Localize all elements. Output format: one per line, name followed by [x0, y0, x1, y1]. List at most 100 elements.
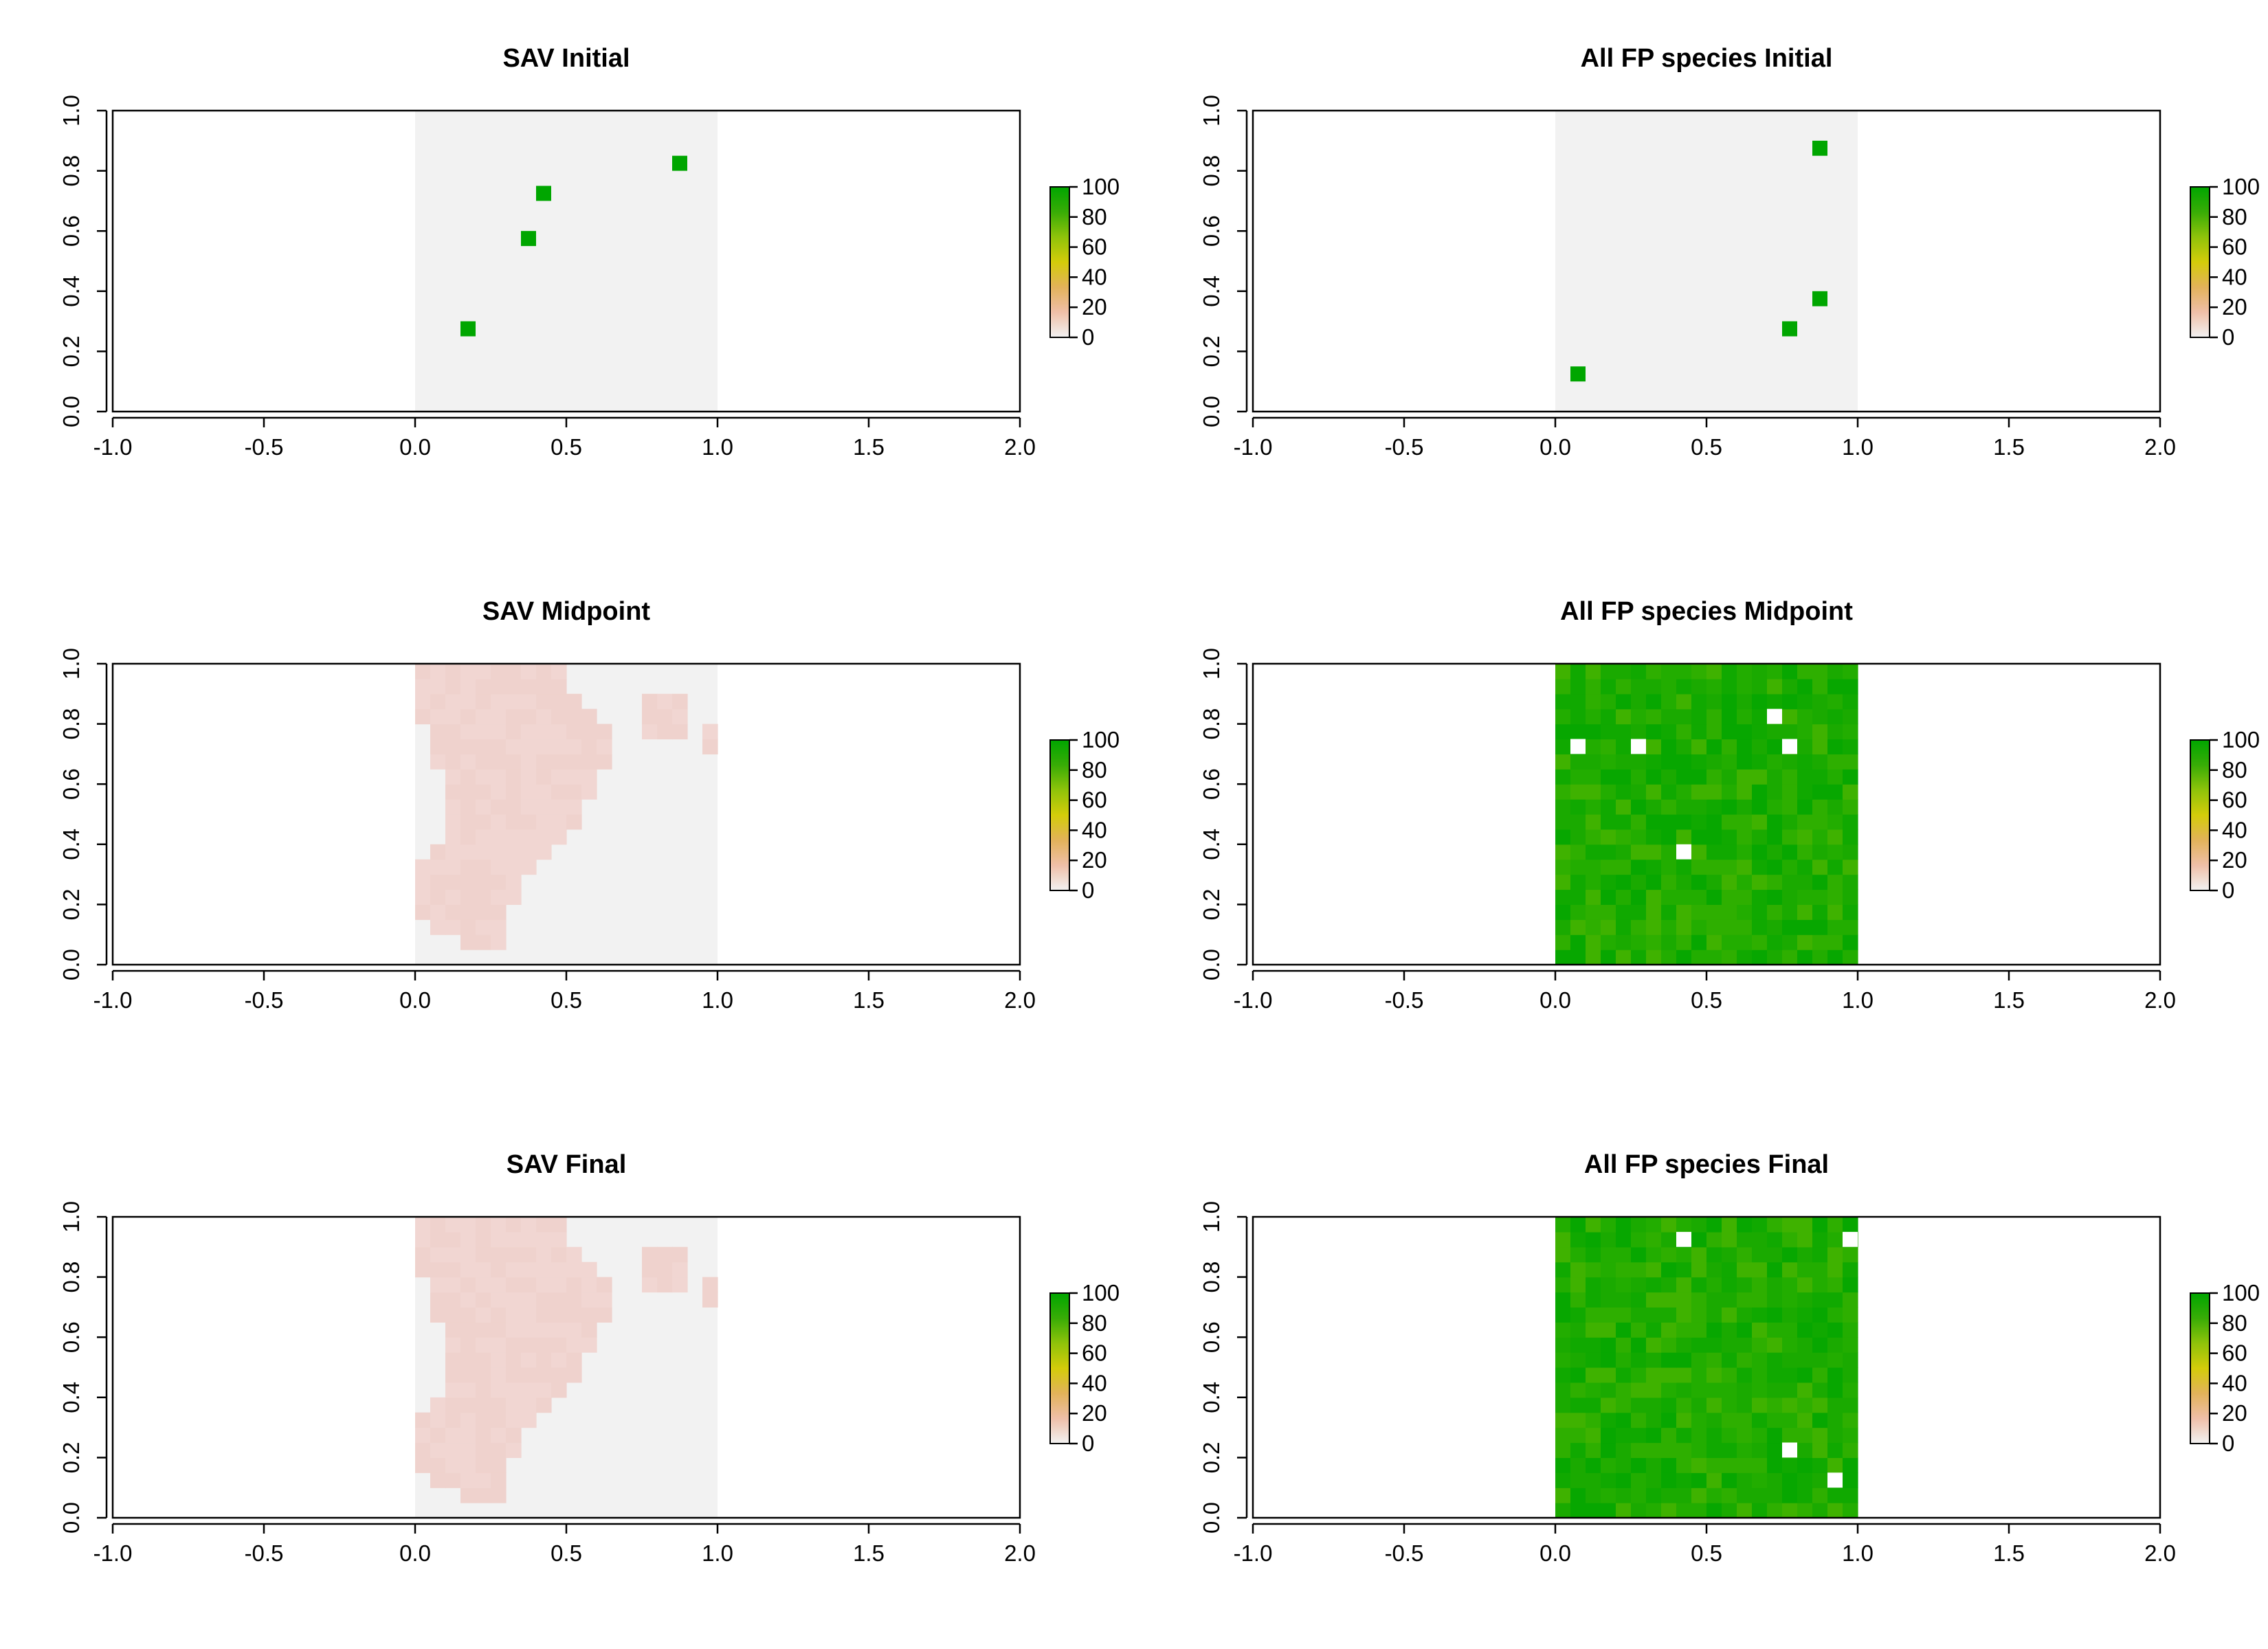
raster-cell	[551, 1217, 567, 1233]
raster-cell	[445, 1277, 461, 1293]
raster-cell	[460, 723, 476, 740]
raster-cell	[1843, 1292, 1858, 1308]
raster-cell	[1601, 1277, 1616, 1293]
raster-cell	[581, 1261, 597, 1278]
raster-cell	[1812, 1246, 1828, 1263]
raster-cell	[1722, 1457, 1737, 1473]
raster-cell	[1843, 859, 1858, 875]
raster-cell	[1661, 844, 1677, 860]
raster-cell	[1570, 1292, 1586, 1308]
y-axis: 0.0 0.2 0.4 0.6 0.8 1.0	[58, 648, 108, 980]
y-tick-label: 0.8	[1199, 155, 1224, 187]
raster-cell	[1843, 723, 1858, 740]
raster-cell	[1827, 723, 1843, 740]
raster-cell	[1616, 874, 1632, 890]
raster-cell	[597, 754, 612, 770]
raster-cell	[1812, 1503, 1828, 1518]
raster-cell	[1555, 1337, 1571, 1353]
x-tick-label: 2.0	[1004, 434, 1036, 460]
raster-cell	[1722, 1352, 1737, 1368]
raster-cell	[1661, 1397, 1677, 1413]
raster-cell	[506, 678, 522, 695]
raster-cell	[491, 1217, 507, 1233]
raster-cell	[1843, 799, 1858, 815]
raster-cell	[551, 1352, 567, 1368]
y-axis: 0.0 0.2 0.4 0.6 0.8 1.0	[58, 1201, 108, 1534]
x-tick-label: -1.0	[93, 434, 133, 460]
raster-cell	[1812, 1397, 1828, 1413]
raster-cell	[1737, 739, 1753, 754]
raster-cell	[1782, 1337, 1798, 1353]
raster-cell	[1676, 1337, 1692, 1353]
raster-cell	[1661, 769, 1677, 785]
raster-cell	[506, 1217, 522, 1233]
y-tick-label: 0.4	[1199, 829, 1224, 860]
legend-tick-label: 80	[1082, 1310, 1107, 1336]
raster-cell	[1555, 889, 1571, 905]
raster-cell	[1586, 1307, 1601, 1323]
x-tick-label: -0.5	[1385, 987, 1424, 1013]
raster-cell	[1767, 919, 1783, 935]
raster-cell	[1767, 1352, 1783, 1368]
raster-cell	[1782, 1292, 1798, 1308]
raster-cell	[1570, 769, 1586, 785]
raster-cell	[1706, 1472, 1722, 1488]
color-legend: 100 80 60 40 20 0	[1049, 1280, 1120, 1456]
raster-cell	[460, 739, 476, 754]
raster-cell	[1691, 1427, 1707, 1444]
raster-cell	[521, 799, 537, 815]
raster-cell	[1631, 874, 1647, 890]
x-tick-label: -0.5	[1385, 1540, 1424, 1566]
raster-cell	[1722, 678, 1737, 695]
raster-cell	[1646, 693, 1662, 710]
raster-cell	[1737, 844, 1753, 860]
raster-cell	[1570, 1367, 1586, 1383]
raster-cell	[1631, 784, 1647, 800]
x-tick-label: -1.0	[93, 1540, 133, 1566]
raster-cell	[1722, 754, 1737, 770]
raster-cell	[1706, 1261, 1722, 1278]
raster-cell	[1676, 708, 1692, 725]
raster-cell	[1570, 874, 1586, 890]
raster-cell	[1586, 859, 1601, 875]
raster-cell	[566, 723, 582, 740]
y-axis: 0.0 0.2 0.4 0.6 0.8 1.0	[58, 95, 108, 427]
raster-cell	[1616, 1352, 1632, 1368]
raster-cell	[1797, 829, 1813, 845]
raster-cell	[581, 784, 597, 800]
raster-cell	[1737, 784, 1753, 800]
legend-tick-label: 80	[2222, 757, 2247, 783]
raster-cell	[581, 754, 597, 770]
raster-cell	[1586, 1472, 1601, 1488]
raster-cell	[536, 186, 551, 201]
raster-cell	[491, 754, 507, 770]
raster-cell	[1722, 1322, 1737, 1338]
raster-cell	[445, 769, 461, 785]
raster-cell	[460, 814, 476, 830]
raster-cell	[1616, 859, 1632, 875]
raster-cell	[1767, 1412, 1783, 1428]
raster-cell	[1827, 1442, 1843, 1458]
y-tick-label: 0.0	[58, 1502, 84, 1534]
raster-cell	[1586, 799, 1601, 815]
raster-cell	[1812, 708, 1828, 725]
raster-cell	[1812, 859, 1828, 875]
panel-6: All FP species Final -1.0 -0.5 0.0 0.5 1.0 1.5…	[1199, 1150, 2260, 1566]
raster-cell	[1661, 1261, 1677, 1278]
raster-cell	[1827, 859, 1843, 875]
x-tick-label: -1.0	[1234, 1540, 1273, 1566]
raster-cell	[1737, 723, 1753, 740]
raster-cell	[1631, 829, 1647, 845]
raster-cell	[1555, 1307, 1571, 1323]
raster-cell	[1812, 1352, 1828, 1368]
y-tick-label: 0.8	[58, 155, 84, 187]
raster-cell	[445, 708, 461, 725]
y-tick-label: 0.2	[58, 335, 84, 367]
raster-cell	[1646, 1397, 1662, 1413]
raster-cell	[491, 1337, 507, 1353]
raster-cell	[1722, 889, 1737, 905]
raster-cell	[415, 1261, 431, 1278]
raster-cell	[1737, 1503, 1753, 1518]
raster-cell	[1646, 784, 1662, 800]
raster-cell	[1737, 1427, 1753, 1444]
